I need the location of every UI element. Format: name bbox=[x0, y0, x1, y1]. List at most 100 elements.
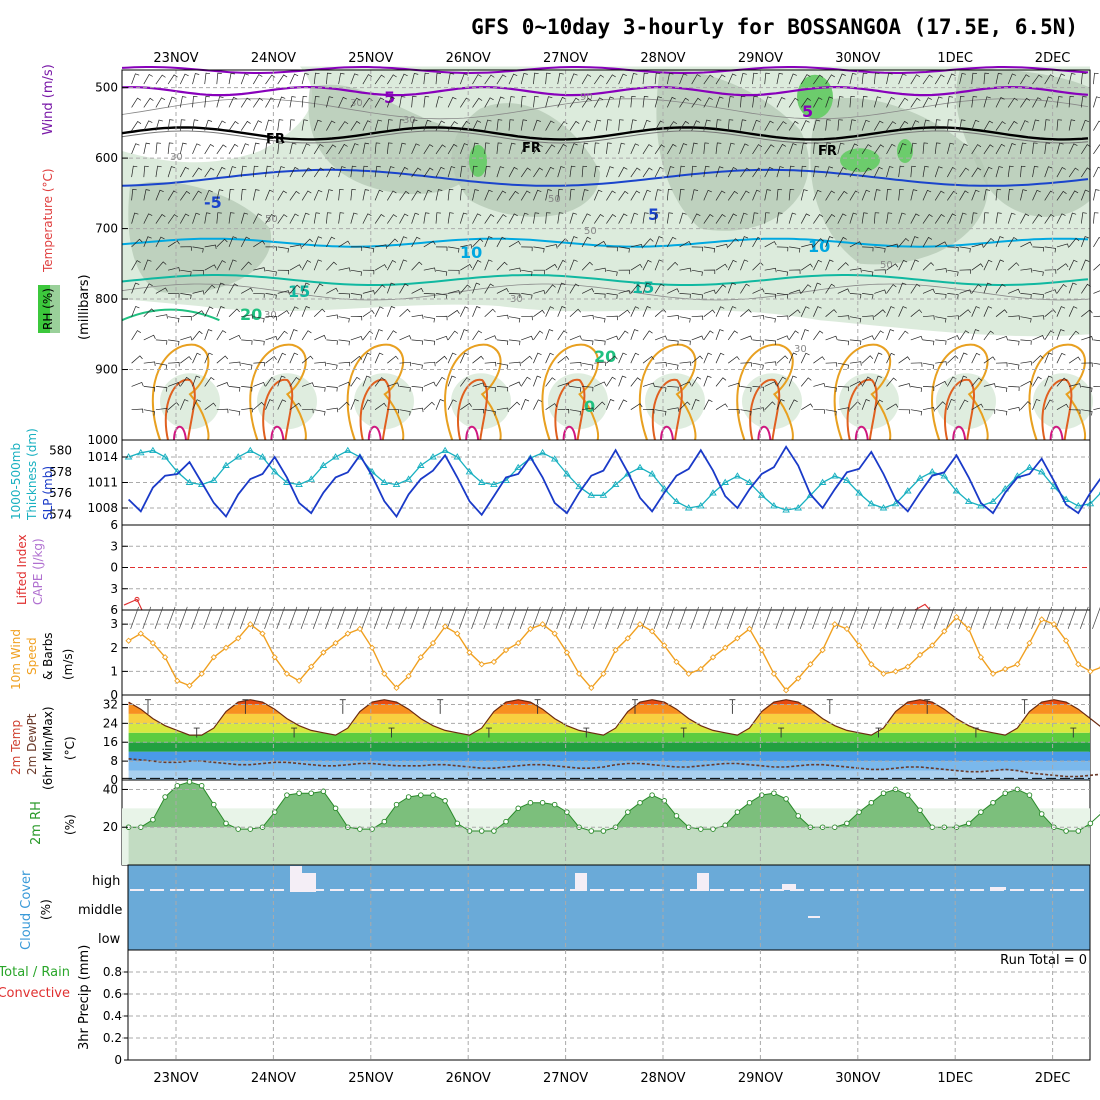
upper-wind-barb bbox=[533, 212, 540, 224]
upper-wind-barb bbox=[131, 189, 137, 201]
upper-wind-barb bbox=[825, 386, 837, 393]
wind-speed-point bbox=[454, 630, 461, 637]
upper-wind-barb bbox=[520, 119, 528, 131]
upper-wind-barb bbox=[959, 309, 971, 317]
minmax-errorbar bbox=[778, 727, 785, 738]
upper-wind-barb bbox=[240, 189, 247, 201]
rh-saturated-region bbox=[840, 148, 880, 173]
surface-wind-barb bbox=[471, 606, 480, 630]
upper-wind-barb bbox=[727, 213, 737, 224]
wind-speed-point bbox=[989, 670, 997, 677]
upper-wind-barb bbox=[277, 142, 283, 154]
upper-wind-barb bbox=[983, 166, 993, 178]
upper-wind-barb bbox=[922, 386, 935, 392]
wind-speed-point bbox=[709, 654, 717, 661]
upper-wind-barb bbox=[715, 352, 725, 364]
upper-wind-barb bbox=[447, 330, 459, 341]
upper-wind-barb bbox=[788, 120, 799, 131]
upper-wind-barb bbox=[922, 288, 936, 294]
rh-saturated-region bbox=[469, 144, 487, 177]
upper-wind-barb bbox=[253, 97, 264, 108]
upper-wind-barb bbox=[995, 236, 1004, 248]
diurnal-contour-core bbox=[854, 425, 869, 441]
upper-wind-barb bbox=[338, 316, 350, 323]
high-cloud-trace bbox=[650, 889, 664, 891]
wind-speed-point bbox=[673, 658, 680, 666]
cloud-level-high: high bbox=[92, 874, 120, 889]
upper-wind-barb bbox=[557, 282, 566, 294]
wind-speed-point bbox=[636, 621, 644, 628]
upper-wind-barb bbox=[1093, 72, 1099, 85]
upper-wind-barb bbox=[484, 97, 494, 108]
upper-wind-barb bbox=[606, 293, 618, 299]
upper-wind-barb bbox=[593, 165, 600, 178]
upper-wind-barb bbox=[545, 377, 556, 387]
upper-wind-barb bbox=[740, 335, 753, 341]
upper-wind-barb bbox=[946, 119, 953, 131]
upper-wind-barb bbox=[508, 361, 521, 367]
upper-wind-barb bbox=[581, 74, 592, 85]
upper-wind-barb bbox=[228, 236, 237, 248]
diurnal-contour-inner bbox=[749, 378, 781, 441]
upper-wind-barb bbox=[959, 375, 968, 387]
wind-speed-point bbox=[1062, 637, 1070, 644]
upper-wind-barb bbox=[326, 314, 339, 319]
upper-wind-barb bbox=[192, 96, 198, 108]
upper-wind-barb bbox=[764, 316, 776, 323]
date-top-8: 1DEC bbox=[937, 51, 973, 66]
upper-wind-barb bbox=[435, 72, 442, 85]
upper-wind-barb bbox=[1044, 74, 1055, 85]
upper-wind-barb bbox=[715, 119, 722, 131]
upper-wind-barb bbox=[387, 408, 399, 414]
upper-wind-barb bbox=[886, 72, 893, 85]
high-cloud-trace bbox=[850, 889, 864, 891]
upper-wind-barb bbox=[228, 121, 239, 131]
wind-speed-point bbox=[1002, 665, 1009, 673]
thickness-point bbox=[904, 487, 912, 494]
upper-wind-barb bbox=[472, 97, 483, 108]
upper-wind-barb bbox=[898, 356, 911, 364]
surface-wind-barb bbox=[702, 606, 712, 630]
upper-wind-barb bbox=[1081, 386, 1093, 393]
upper-wind-barb bbox=[727, 238, 739, 248]
upper-wind-barb bbox=[472, 120, 482, 131]
upper-wind-barb bbox=[484, 335, 497, 341]
upper-wind-barb bbox=[1069, 409, 1081, 415]
upper-wind-barb bbox=[581, 97, 592, 108]
upper-wind-barb bbox=[557, 96, 567, 108]
upper-wind-barb bbox=[265, 74, 276, 85]
upper-wind-barb bbox=[545, 144, 556, 155]
upper-wind-barb bbox=[618, 119, 624, 131]
upper-wind-barb bbox=[642, 356, 655, 364]
surface-wind-barb bbox=[726, 606, 736, 630]
upper-wind-barb bbox=[326, 261, 337, 271]
upper-wind-barb bbox=[582, 339, 594, 346]
upper-wind-barb bbox=[800, 306, 810, 317]
upper-wind-barb bbox=[642, 96, 649, 108]
upper-wind-barb bbox=[825, 335, 838, 341]
surface-wind-barb bbox=[556, 606, 566, 630]
upper-wind-barb bbox=[508, 316, 521, 323]
upper-wind-barb bbox=[496, 386, 509, 392]
upper-wind-barb bbox=[1056, 352, 1066, 364]
thickness-point bbox=[258, 453, 267, 460]
pressure-tick-1000: 1000 bbox=[87, 433, 118, 447]
rh2m-point bbox=[795, 813, 801, 819]
upper-wind-barb bbox=[655, 362, 667, 367]
upper-wind-barb bbox=[630, 263, 643, 271]
upper-wind-barb bbox=[155, 408, 168, 413]
freezing-level-shadow bbox=[121, 130, 1089, 144]
upper-wind-barb bbox=[618, 142, 626, 154]
wind-speed-point bbox=[222, 644, 230, 651]
upper-wind-barb bbox=[131, 212, 139, 224]
upper-wind-barb bbox=[898, 97, 909, 108]
upper-wind-barb bbox=[849, 119, 856, 131]
thickness-point bbox=[855, 489, 863, 496]
upper-wind-barb bbox=[862, 269, 874, 276]
upper-wind-barb bbox=[849, 241, 862, 248]
upper-wind-barb bbox=[934, 166, 943, 178]
upper-wind-barb bbox=[618, 269, 630, 275]
high-cloud-trace bbox=[590, 889, 604, 891]
upper-wind-barb bbox=[496, 166, 505, 178]
upper-wind-barb bbox=[301, 119, 308, 131]
